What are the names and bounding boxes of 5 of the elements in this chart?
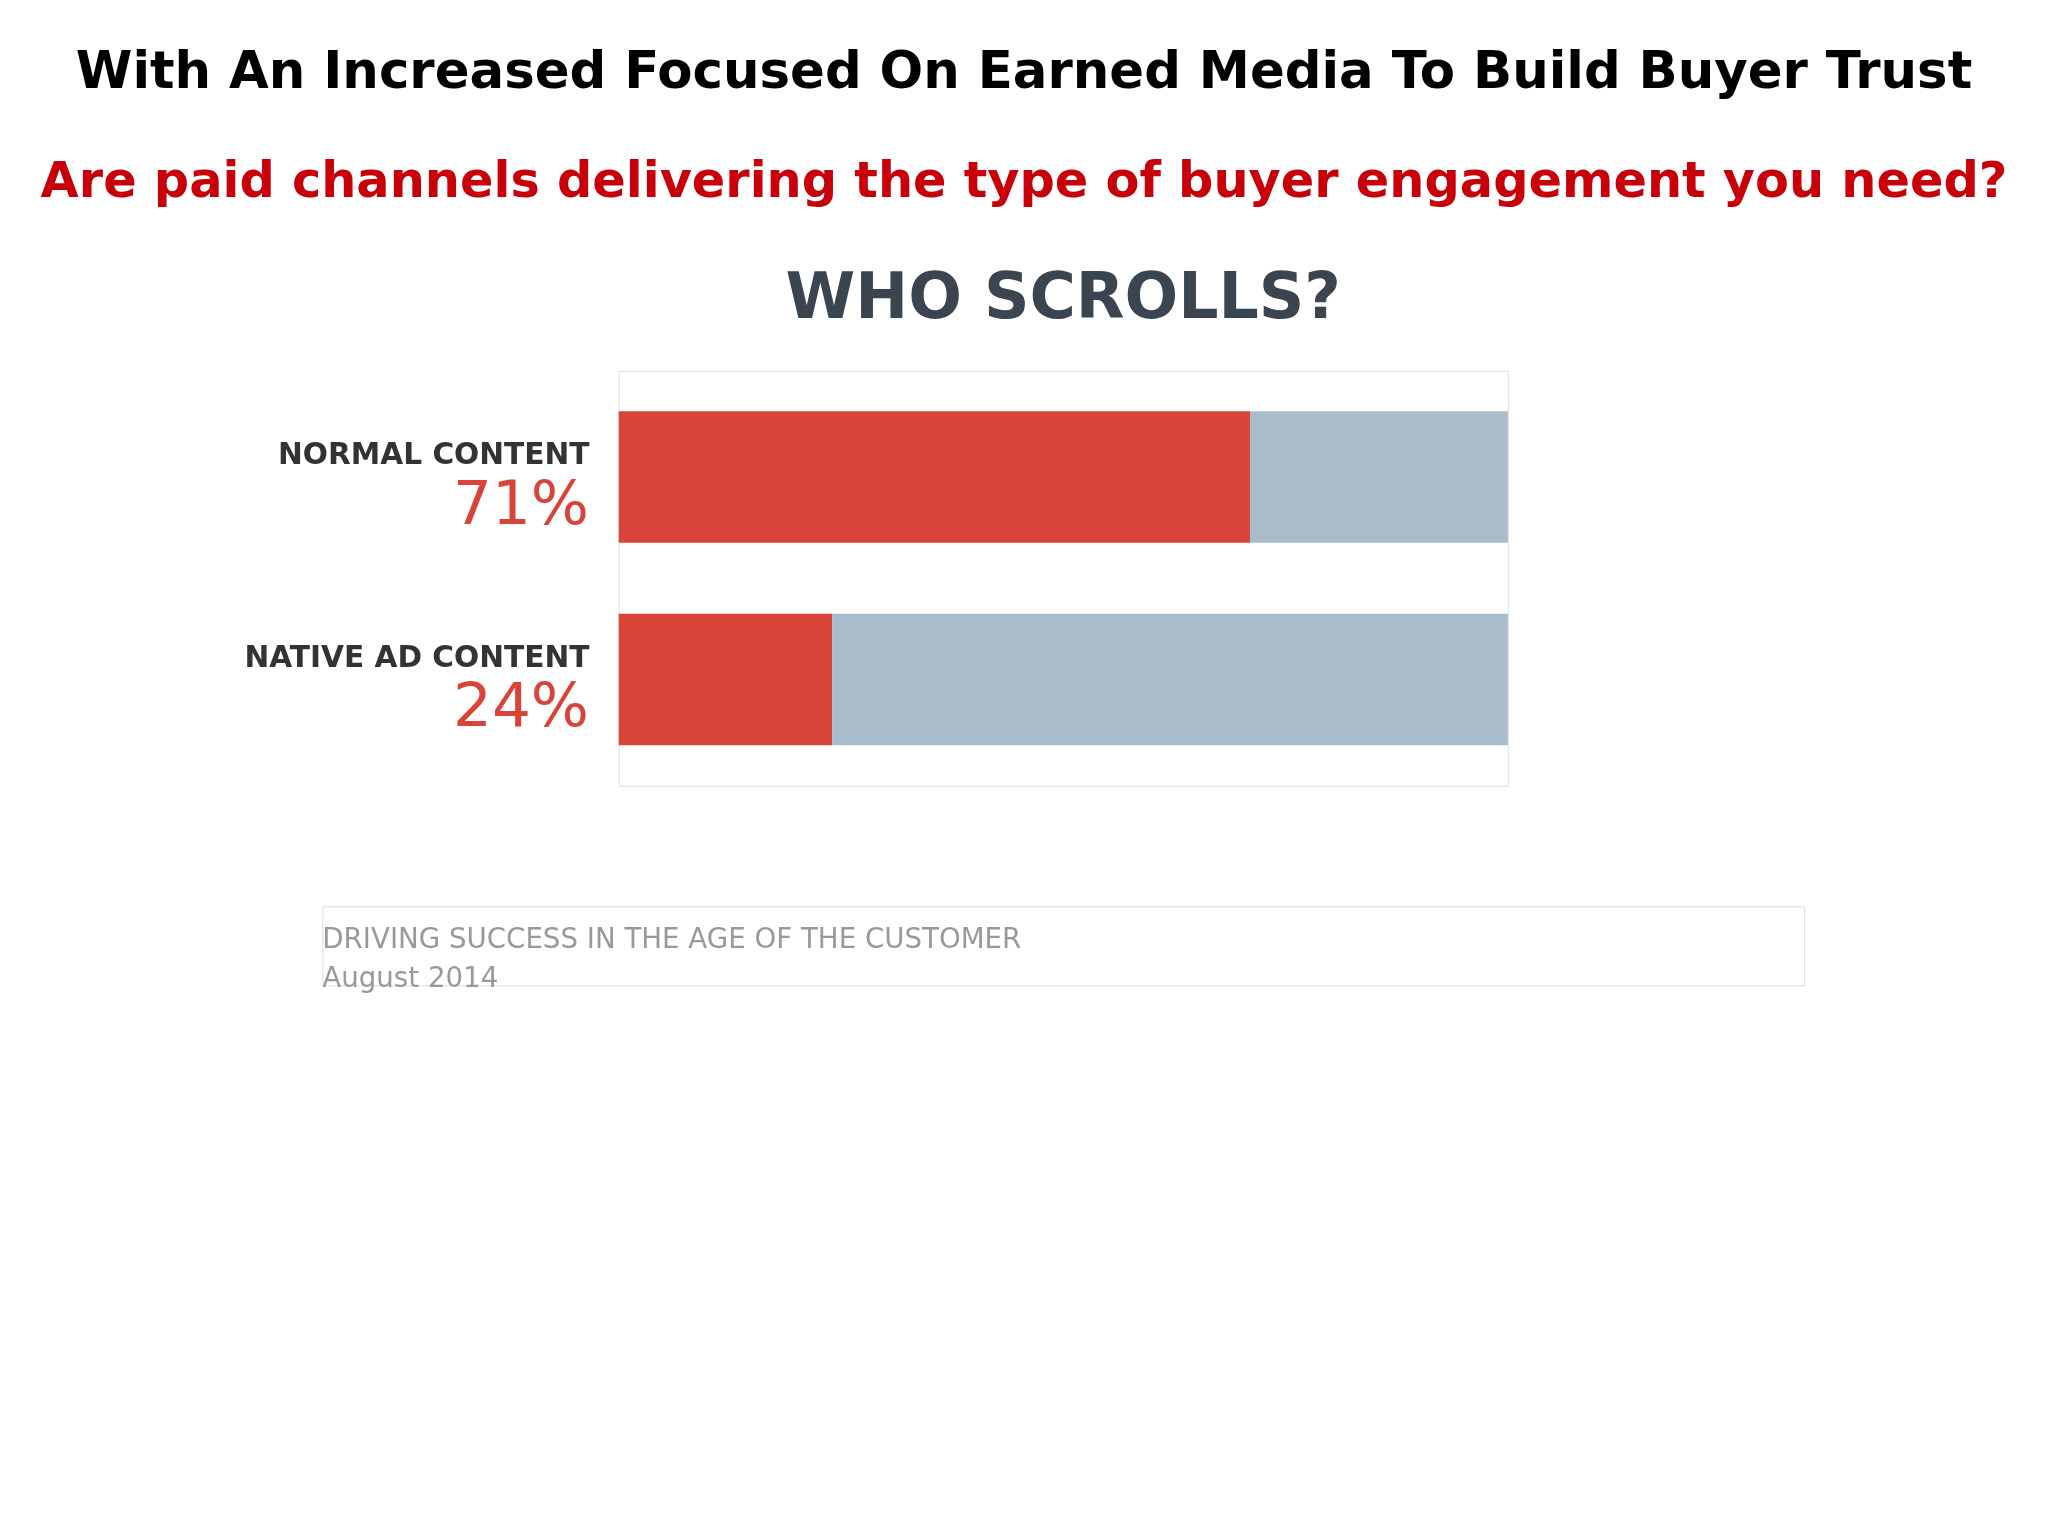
text: DRIVING SUCCESS IN THE AGE OF THE CUSTOMER	[322, 921, 1022, 955]
chart-subtitle: Are paid channels delivering the type of buyer engagement you need?	[40, 151, 2008, 210]
chart-title: With An Increased Focused On Earned Media To Build Buyer Trust	[75, 39, 1973, 100]
text: WHO SCROLLS?	[785, 259, 1342, 334]
text: August 2014	[322, 961, 499, 995]
